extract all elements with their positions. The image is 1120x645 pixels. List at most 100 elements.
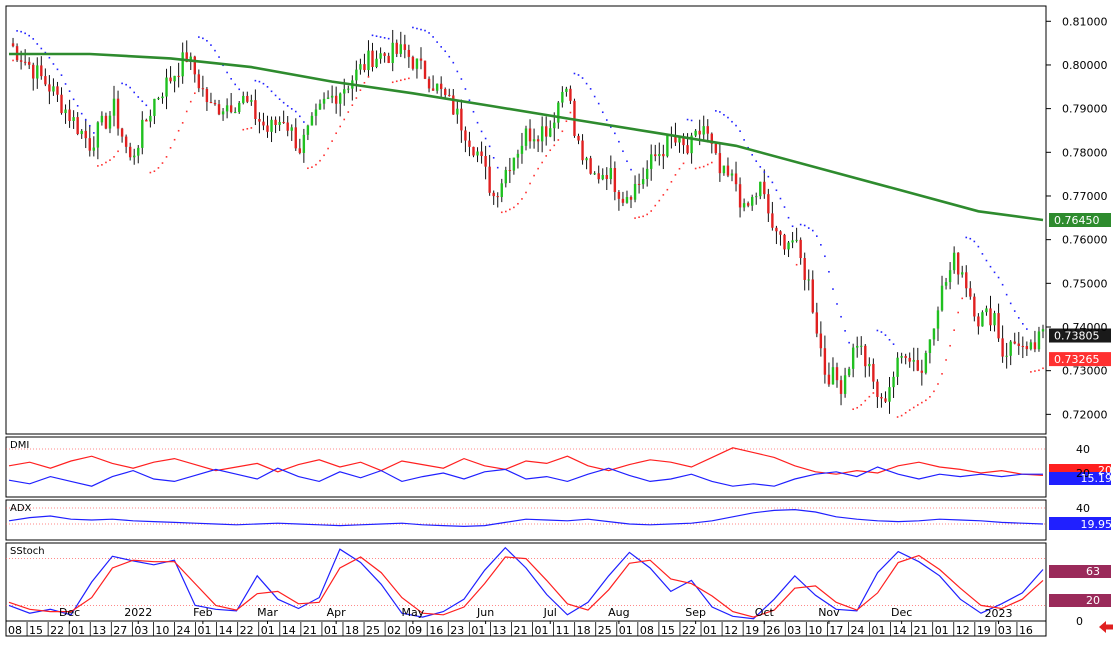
candle-body: [274, 119, 277, 125]
sar-dot: [488, 145, 491, 148]
candle-body: [484, 156, 487, 167]
scroll-left-arrow-icon[interactable]: [1098, 620, 1114, 634]
sar-dot: [965, 236, 968, 239]
candle-body: [379, 53, 382, 59]
candle-body: [944, 282, 948, 286]
candle-body: [779, 231, 782, 235]
sar-dot: [40, 47, 43, 50]
sar-dot: [468, 99, 471, 102]
sar-dot: [230, 78, 232, 80]
candle-body: [952, 252, 956, 271]
sar-dot: [52, 63, 55, 65]
candle-body: [145, 119, 148, 122]
date-strip-label: 19: [977, 624, 991, 637]
sar-dot: [880, 331, 883, 333]
candle-body: [771, 213, 774, 228]
sar-dot: [323, 154, 325, 157]
sar-dot: [513, 206, 515, 209]
candle-body: [956, 252, 960, 275]
candle-body: [157, 98, 160, 100]
candle-body: [710, 133, 713, 144]
sar-dot: [860, 404, 863, 406]
candle-body: [282, 121, 285, 123]
sar-dot: [549, 149, 552, 152]
candle-body: [480, 151, 483, 157]
value-tag-label: 15.19: [1081, 472, 1113, 485]
candle-body: [536, 139, 540, 142]
candle-body: [908, 357, 911, 362]
candle-body: [504, 170, 508, 184]
sar-dot: [64, 83, 67, 85]
candle-body: [124, 136, 128, 147]
candle-body: [403, 44, 407, 50]
sar-dot: [424, 29, 426, 32]
candle-body: [181, 52, 184, 77]
date-strip-label: 10: [808, 624, 822, 637]
sar-dot: [747, 146, 749, 149]
date-strip-label: 22: [682, 624, 696, 637]
candle-body: [468, 140, 471, 147]
sar-dot: [363, 81, 366, 84]
sar-dot: [238, 88, 241, 91]
sar-dot: [1001, 283, 1004, 286]
candle-body: [742, 203, 746, 208]
candle-body: [577, 135, 580, 141]
sar-dot: [198, 36, 200, 38]
candle-body: [787, 242, 790, 250]
candle-body: [141, 119, 144, 148]
candle-body: [674, 135, 677, 143]
candle-body: [11, 43, 15, 47]
sar-dot: [16, 30, 18, 32]
panel-frame: [5, 499, 1047, 541]
month-label: Dec: [59, 606, 80, 619]
candle-body: [637, 183, 641, 185]
sar-dot: [12, 59, 14, 62]
candle-body: [128, 146, 132, 158]
sar-dot: [367, 76, 370, 78]
candle-body: [302, 134, 306, 153]
candle-body: [775, 227, 778, 232]
sar-dot: [710, 161, 713, 164]
sar-dot: [1030, 371, 1032, 373]
candle-body: [375, 58, 378, 67]
candle-body: [888, 387, 891, 402]
candle-body: [387, 55, 390, 64]
candle-body: [339, 93, 342, 104]
candle-body: [860, 345, 863, 347]
candle-body: [759, 181, 762, 197]
price-tag: [1049, 328, 1111, 343]
candle-body: [544, 126, 548, 137]
sar-dot: [634, 217, 636, 219]
sar-dot: [121, 82, 123, 85]
candle-body: [767, 194, 770, 214]
candle-body: [496, 196, 499, 198]
candle-body: [1033, 342, 1037, 350]
candle-body: [88, 138, 91, 151]
sar-dot: [630, 168, 632, 171]
sar-dot: [844, 330, 846, 332]
candle-body: [803, 258, 806, 280]
candle-body: [1017, 343, 1020, 346]
candle-body: [310, 115, 314, 126]
candle-body: [876, 381, 879, 397]
candle-body: [734, 173, 738, 185]
candle-body: [278, 121, 281, 125]
date-strip-label: 13: [92, 624, 106, 637]
candle-body: [807, 279, 810, 281]
sar-dot: [24, 32, 26, 35]
candle-body: [868, 363, 871, 367]
sar-dot: [892, 343, 895, 345]
month-label: Nov: [818, 606, 840, 619]
candle-body: [763, 181, 766, 195]
candle-body: [347, 88, 350, 90]
candle-body: [165, 77, 168, 97]
sar-dot: [395, 80, 398, 83]
sar-dot: [76, 105, 79, 107]
sar-dot: [214, 49, 216, 52]
candle-body: [969, 288, 972, 297]
candle-body: [755, 196, 758, 198]
candle-body: [411, 56, 415, 69]
sar-dot: [904, 411, 907, 414]
sar-dot: [254, 79, 257, 82]
candle-body: [359, 64, 362, 70]
